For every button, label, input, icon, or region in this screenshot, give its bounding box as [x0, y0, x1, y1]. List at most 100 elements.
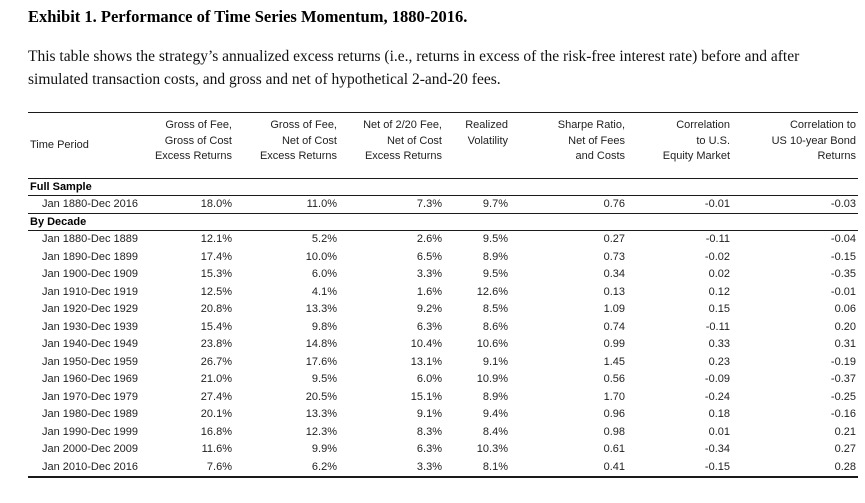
table-row: Jan 1980-Dec 1989 20.1% 13.3% 9.1% 9.4% 0.96 0… — [28, 406, 858, 424]
column-header: Correlation to U.S. Equity Market — [662, 119, 730, 162]
value-cell: 0.74 — [603, 320, 625, 333]
period-cell: Jan 1950-Dec 1959 — [42, 355, 139, 368]
column-header: Gross of Fee, Gross of Cost Excess Retur… — [154, 119, 232, 162]
value-cell: 9.7% — [482, 197, 508, 210]
value-cell: 7.3% — [416, 197, 442, 210]
value-cell: 3.3% — [416, 460, 442, 473]
value-cell: -0.01 — [704, 197, 730, 210]
value-cell: 8.3% — [416, 425, 442, 438]
value-cell: 9.9% — [311, 443, 337, 455]
value-cell: 5.2% — [311, 233, 337, 245]
value-cell: 0.13 — [603, 285, 625, 298]
value-cell: 17.4% — [200, 250, 232, 263]
value-cell: 1.6% — [416, 285, 442, 298]
value-cell: 9.4% — [482, 408, 508, 420]
value-cell: 26.7% — [200, 355, 232, 368]
table-row: Jan 2000-Dec 2009 11.6% 9.9% 6.3% 10.3% 0.61 -… — [28, 441, 858, 459]
value-cell: -0.34 — [704, 443, 730, 455]
table-row: Jan 1910-Dec 1919 12.5% 4.1% 1.6% 12.6% 0.13 0… — [28, 284, 858, 302]
value-cell: -0.04 — [830, 233, 856, 245]
value-cell: 0.61 — [603, 443, 625, 455]
table-row: Jan 1900-Dec 1909 15.3% 6.0% 3.3% 9.5% 0.34 0.… — [28, 266, 858, 284]
value-cell: 0.21 — [834, 425, 856, 438]
value-cell: -0.24 — [704, 390, 730, 403]
period-cell: Jan 1920-Dec 1929 — [42, 303, 139, 315]
value-cell: 0.56 — [603, 373, 625, 385]
value-cell: 0.12 — [708, 285, 730, 298]
value-cell: 4.1% — [311, 285, 337, 298]
value-cell: 14.8% — [305, 338, 337, 350]
performance-table: Time Period Gross of Fee, Gross of Cost E… — [28, 112, 858, 478]
value-cell: 9.1% — [482, 355, 508, 368]
period-cell: Jan 1900-Dec 1909 — [42, 268, 139, 280]
value-cell: 10.0% — [305, 250, 337, 263]
column-header: Time Period — [30, 138, 89, 151]
value-cell: 9.5% — [482, 268, 508, 280]
value-cell: -0.25 — [830, 390, 856, 403]
table-row: Jan 1880-Dec 1889 12.1% 5.2% 2.6% 9.5% 0.27 -0… — [28, 231, 858, 249]
value-cell: 15.3% — [200, 268, 232, 280]
value-cell: 12.6% — [476, 285, 508, 298]
value-cell: 0.23 — [708, 355, 730, 368]
value-cell: -0.02 — [704, 250, 730, 263]
value-cell: 0.33 — [708, 338, 730, 350]
table-row: Jan 1960-Dec 1969 21.0% 9.5% 6.0% 10.9% 0.56 -… — [28, 371, 858, 389]
value-cell: 3.3% — [416, 268, 442, 280]
value-cell: 6.0% — [311, 268, 337, 280]
value-cell: -0.09 — [704, 373, 730, 385]
table-row: Jan 1940-Dec 1949 23.8% 14.8% 10.4% 10.6% 0.9… — [28, 336, 858, 354]
value-cell: 27.4% — [200, 390, 232, 403]
value-cell: 0.06 — [834, 303, 856, 315]
value-cell: 9.5% — [311, 373, 337, 385]
value-cell: 13.3% — [305, 303, 337, 315]
value-cell: 0.73 — [603, 250, 625, 263]
value-cell: 17.6% — [305, 355, 337, 368]
value-cell: 0.20 — [834, 320, 856, 333]
value-cell: 0.02 — [708, 268, 730, 280]
value-cell: 8.9% — [482, 250, 508, 263]
period-cell: Jan 1890-Dec 1899 — [42, 250, 139, 263]
value-cell: 0.27 — [603, 233, 625, 245]
value-cell: 12.3% — [305, 425, 337, 438]
value-cell: 0.98 — [603, 425, 625, 438]
value-cell: 0.15 — [708, 303, 730, 315]
value-cell: -0.37 — [830, 373, 856, 385]
value-cell: 12.1% — [200, 233, 232, 245]
column-header: Net of 2/20 Fee, Net of Cost Excess Retu… — [363, 119, 442, 162]
value-cell: -0.15 — [830, 250, 856, 263]
value-cell: 9.5% — [482, 233, 508, 245]
value-cell: 1.45 — [603, 355, 625, 368]
value-cell: 8.6% — [482, 320, 508, 333]
value-cell: 6.3% — [416, 443, 442, 455]
column-header: Gross of Fee, Net of Cost Excess Returns — [259, 119, 337, 162]
value-cell: 0.01 — [708, 425, 730, 438]
value-cell: 0.31 — [834, 338, 856, 350]
section-label: Full Sample — [30, 180, 92, 193]
table-row: Jan 1950-Dec 1959 26.7% 17.6% 13.1% 9.1% 1.45… — [28, 354, 858, 372]
value-cell: 2.6% — [416, 233, 442, 245]
value-cell: 21.0% — [200, 373, 232, 385]
value-cell: 6.0% — [416, 373, 442, 385]
value-cell: -0.11 — [705, 233, 730, 245]
table-row: Jan 1970-Dec 1979 27.4% 20.5% 15.1% 8.9% 1.70… — [28, 389, 858, 407]
period-cell: Jan 1960-Dec 1969 — [42, 373, 139, 385]
value-cell: -0.19 — [830, 355, 856, 368]
value-cell: 0.18 — [708, 408, 730, 420]
value-cell: -0.11 — [705, 320, 730, 333]
value-cell: 16.8% — [200, 425, 232, 438]
value-cell: -0.01 — [830, 285, 856, 298]
value-cell: -0.35 — [830, 268, 856, 280]
value-cell: 0.96 — [603, 408, 625, 420]
value-cell: 6.2% — [311, 460, 337, 473]
table-header: Time Period Gross of Fee, Gross of Cost E… — [28, 113, 858, 178]
value-cell: 1.70 — [603, 390, 625, 403]
table-row: Jan 1890-Dec 1899 17.4% 10.0% 6.5% 8.9% 0.73 -… — [28, 249, 858, 267]
value-cell: 8.9% — [482, 390, 508, 403]
value-cell: 0.99 — [603, 338, 625, 350]
value-cell: 13.1% — [410, 355, 442, 368]
value-cell: 0.34 — [603, 268, 625, 280]
exhibit-title: Exhibit 1. Performance of Time Series Mo… — [28, 7, 468, 26]
value-cell: 9.8% — [311, 320, 337, 333]
value-cell: 1.09 — [603, 303, 625, 315]
value-cell: 20.5% — [305, 390, 337, 403]
